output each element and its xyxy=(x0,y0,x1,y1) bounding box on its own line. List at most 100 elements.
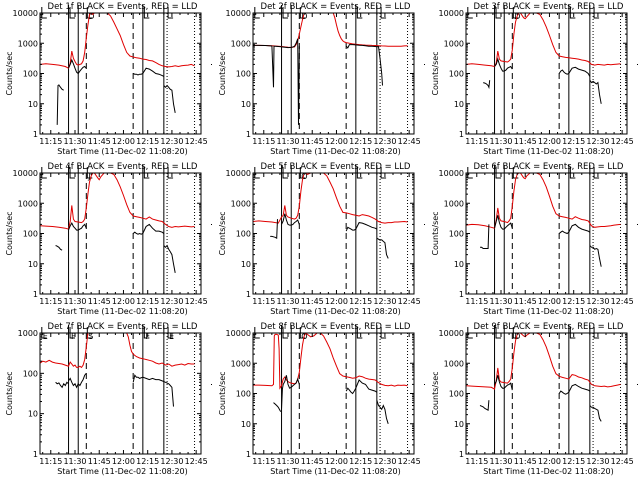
plot-frame xyxy=(465,12,628,135)
x-tick-label: 11:45 xyxy=(301,137,324,146)
marker-lines xyxy=(85,333,196,454)
events-trace xyxy=(68,222,87,231)
phase-bracket xyxy=(569,167,576,179)
x-tick-label: 12:15 xyxy=(136,137,159,146)
events-trace xyxy=(270,219,278,240)
x-tick-label: 11:30 xyxy=(489,297,512,306)
stray-dot xyxy=(424,224,425,225)
x-tick-label: 12:15 xyxy=(349,137,372,146)
traces xyxy=(466,173,621,267)
y-tick-label: 1 xyxy=(33,130,38,139)
y-tick-label: 100 xyxy=(236,390,251,399)
events-trace xyxy=(479,400,490,412)
plot-frame xyxy=(39,12,202,135)
events-trace xyxy=(483,80,491,90)
phase-bracket xyxy=(167,167,174,179)
events-trace xyxy=(68,58,87,75)
events-trace xyxy=(163,84,176,113)
x-tick-label: 12:45 xyxy=(611,457,634,466)
x-tick-label: 12:45 xyxy=(398,137,421,146)
x-tick-label: 12:30 xyxy=(586,457,609,466)
phase-bracket xyxy=(69,7,76,19)
x-tick-label: 12:00 xyxy=(538,297,561,306)
plot-frame xyxy=(252,332,415,455)
plot-frame xyxy=(252,12,415,135)
phase-bracket xyxy=(299,7,306,19)
x-tick-label: 11:30 xyxy=(63,137,86,146)
detector-panel-2: Det 2f BLACK = Events, RED = LLD D 1 10 100 1… xyxy=(213,0,426,160)
y-tick-label: 10000 xyxy=(13,169,38,178)
x-tick-label: 12:15 xyxy=(562,137,585,146)
y-axis-label: Counts/sec xyxy=(431,211,440,255)
events-trace xyxy=(163,244,176,273)
y-tick-label: 1 xyxy=(33,450,38,459)
events-trace xyxy=(589,79,602,104)
events-trace xyxy=(558,383,591,395)
x-tick-label: 11:15 xyxy=(465,457,488,466)
x-tick-label: 12:30 xyxy=(373,297,396,306)
detector-panel-4: Det 4f BLACK = Events, RED = LLD J 1 10 100 1… xyxy=(0,160,213,320)
y-tick-label: 100 xyxy=(23,369,38,378)
marker-lines xyxy=(511,333,622,454)
y-tick-label: 100 xyxy=(236,230,251,239)
plot-frame xyxy=(39,172,202,295)
phase-bracket xyxy=(356,7,363,19)
phase-bracket xyxy=(282,7,289,19)
traces xyxy=(466,333,621,422)
panel-title: Det 8f BLACK = Events, RED = LLD xyxy=(261,322,411,332)
phase-bracket xyxy=(593,7,600,19)
events-trace xyxy=(55,245,63,251)
x-tick-label: 12:30 xyxy=(586,137,609,146)
traces xyxy=(40,13,195,125)
phase-bracket xyxy=(41,327,47,339)
stray-dot xyxy=(424,384,425,385)
y-tick-label: 10 xyxy=(28,410,38,419)
phase-label: F xyxy=(71,332,76,341)
detector-panel-9: Det 9f BLACK = Events, RED = LLD D 1 10 100 1… xyxy=(426,320,639,480)
lld-trace xyxy=(466,173,621,229)
y-tick-label: 100 xyxy=(449,230,464,239)
x-axis-label: Start Time (11-Dec-02 11:08:20) xyxy=(57,467,188,476)
x-tick-label: 11:30 xyxy=(63,297,86,306)
events-trace xyxy=(345,379,378,395)
y-axis-label: Counts/sec xyxy=(5,51,14,95)
traces xyxy=(40,333,195,407)
x-tick-label: 11:15 xyxy=(39,297,62,306)
marker-lines xyxy=(85,13,196,134)
panel-chart-svg: Det 7f BLACK = Events, RED = LLDEFSFE110… xyxy=(5,322,212,476)
x-tick-label: 11:15 xyxy=(39,137,62,146)
phase-bracket xyxy=(143,327,150,339)
y-tick-label: 1 xyxy=(246,450,251,459)
y-tick-label: 10000 xyxy=(226,169,251,178)
y-tick-label: 100 xyxy=(449,390,464,399)
phase-bracket xyxy=(512,167,519,179)
phase-bracket xyxy=(69,167,76,179)
x-tick-label: 12:00 xyxy=(112,457,135,466)
x-tick-label: 12:15 xyxy=(349,297,372,306)
x-tick-label: 12:00 xyxy=(325,137,348,146)
x-tick-label: 12:00 xyxy=(325,297,348,306)
traces xyxy=(253,173,408,259)
y-tick-label: 10 xyxy=(241,260,251,269)
detector-panel-3: Det 3f BLACK = Events, RED = LLD D 1 10 100 1… xyxy=(426,0,639,160)
events-trace xyxy=(281,213,300,226)
phase-bracket xyxy=(593,167,600,179)
panel-chart-svg: Det 6f BLACK = Events, RED = LLD 1 10 100 10… xyxy=(431,162,638,316)
phase-bracket xyxy=(356,327,363,339)
y-tick-label: 1000 xyxy=(231,359,251,368)
phase-label: E xyxy=(43,332,48,341)
x-tick-label: 11:15 xyxy=(252,457,275,466)
lld-trace xyxy=(253,173,408,224)
events-trace xyxy=(56,84,64,125)
x-tick-label: 12:15 xyxy=(349,457,372,466)
panel-title: Det 1f BLACK = Events, RED = LLD xyxy=(48,2,198,12)
x-tick-label: 12:45 xyxy=(185,137,208,146)
phase-bracket xyxy=(69,327,76,339)
x-tick-label: 11:45 xyxy=(301,297,324,306)
x-tick-label: 12:00 xyxy=(325,457,348,466)
y-axis-label: Counts/sec xyxy=(5,371,14,415)
y-tick-label: 10 xyxy=(28,260,38,269)
marker-lines xyxy=(298,13,409,134)
